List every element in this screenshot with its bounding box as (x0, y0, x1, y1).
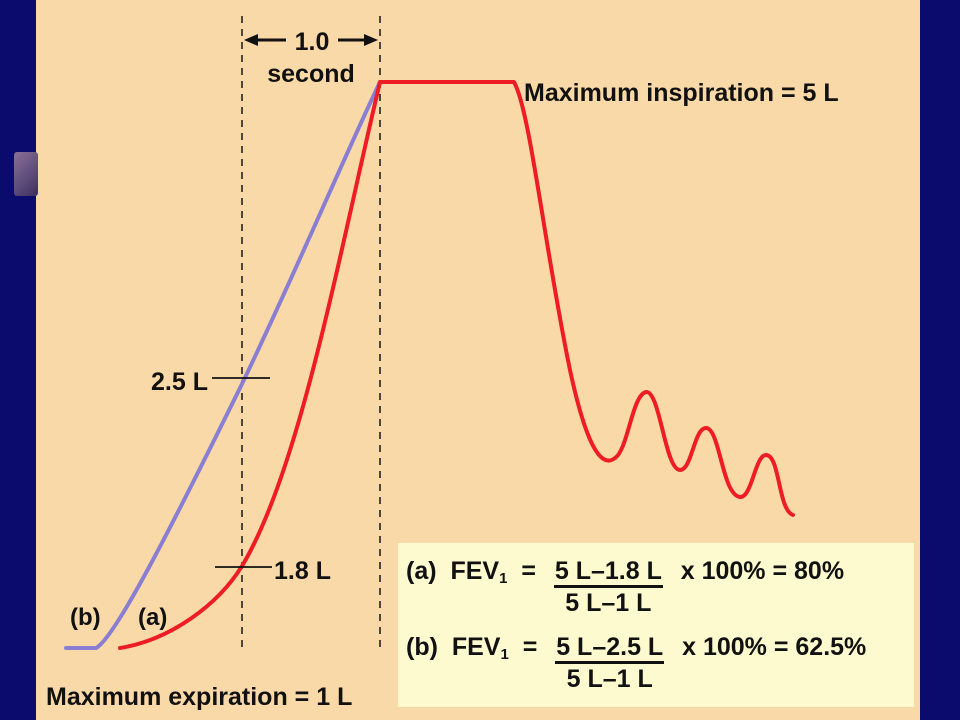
formula-b-fev-sub: 1 (500, 646, 509, 663)
curve-a-label: (a) (138, 604, 167, 631)
formula-a-fev: FEV1 (450, 557, 507, 587)
marker-b-value-label: 2.5 L (151, 368, 208, 396)
formula-b-numerator: 5 L–2.5 L (555, 633, 665, 664)
interval-value-label: 1.0 (295, 28, 330, 56)
formula-box: (a) FEV1 = 5 L–1.8 L 5 L–1 L x 100% = 80… (398, 543, 914, 707)
curve-b (64, 80, 382, 650)
formula-a-denominator: 5 L–1 L (565, 589, 652, 617)
formula-b-fev-text: FEV (451, 633, 501, 661)
formula-a-equals: = (514, 557, 543, 585)
formula-a-fev-text: FEV (450, 557, 500, 585)
marker-a-value-label: 1.8 L (274, 557, 331, 585)
formula-a-fraction: 5 L–1.8 L 5 L–1 L (553, 557, 663, 618)
formula-a-numerator: 5 L–1.8 L (553, 557, 663, 588)
formula-a-label: (a) (406, 557, 437, 585)
formula-b-denominator: 5 L–1 L (566, 665, 653, 693)
formula-b-fraction: 5 L–2.5 L 5 L–1 L (555, 633, 665, 694)
formula-b: (b) FEV1 = 5 L–2.5 L 5 L–1 L x 100% = 62… (406, 633, 867, 693)
curve-a (118, 80, 795, 650)
formula-a: (a) FEV1 = 5 L–1.8 L 5 L–1 L x 100% = 80… (406, 557, 845, 617)
formula-a-fev-sub: 1 (499, 570, 508, 587)
formula-b-fev: FEV1 (452, 633, 509, 663)
curve-b-label: (b) (70, 604, 101, 631)
max-inspiration-label: Maximum inspiration = 5 L (524, 79, 839, 107)
interval-arrow (244, 34, 378, 46)
formula-b-equals: = (515, 633, 545, 661)
formula-b-label: (b) (406, 633, 438, 661)
interval-unit-label: second (267, 60, 355, 88)
slide-bullet-decoration (14, 152, 38, 196)
formula-b-result: x 100% = 62.5% (675, 633, 867, 661)
formula-a-result: x 100% = 80% (673, 557, 845, 585)
max-expiration-label: Maximum expiration = 1 L (46, 683, 352, 711)
